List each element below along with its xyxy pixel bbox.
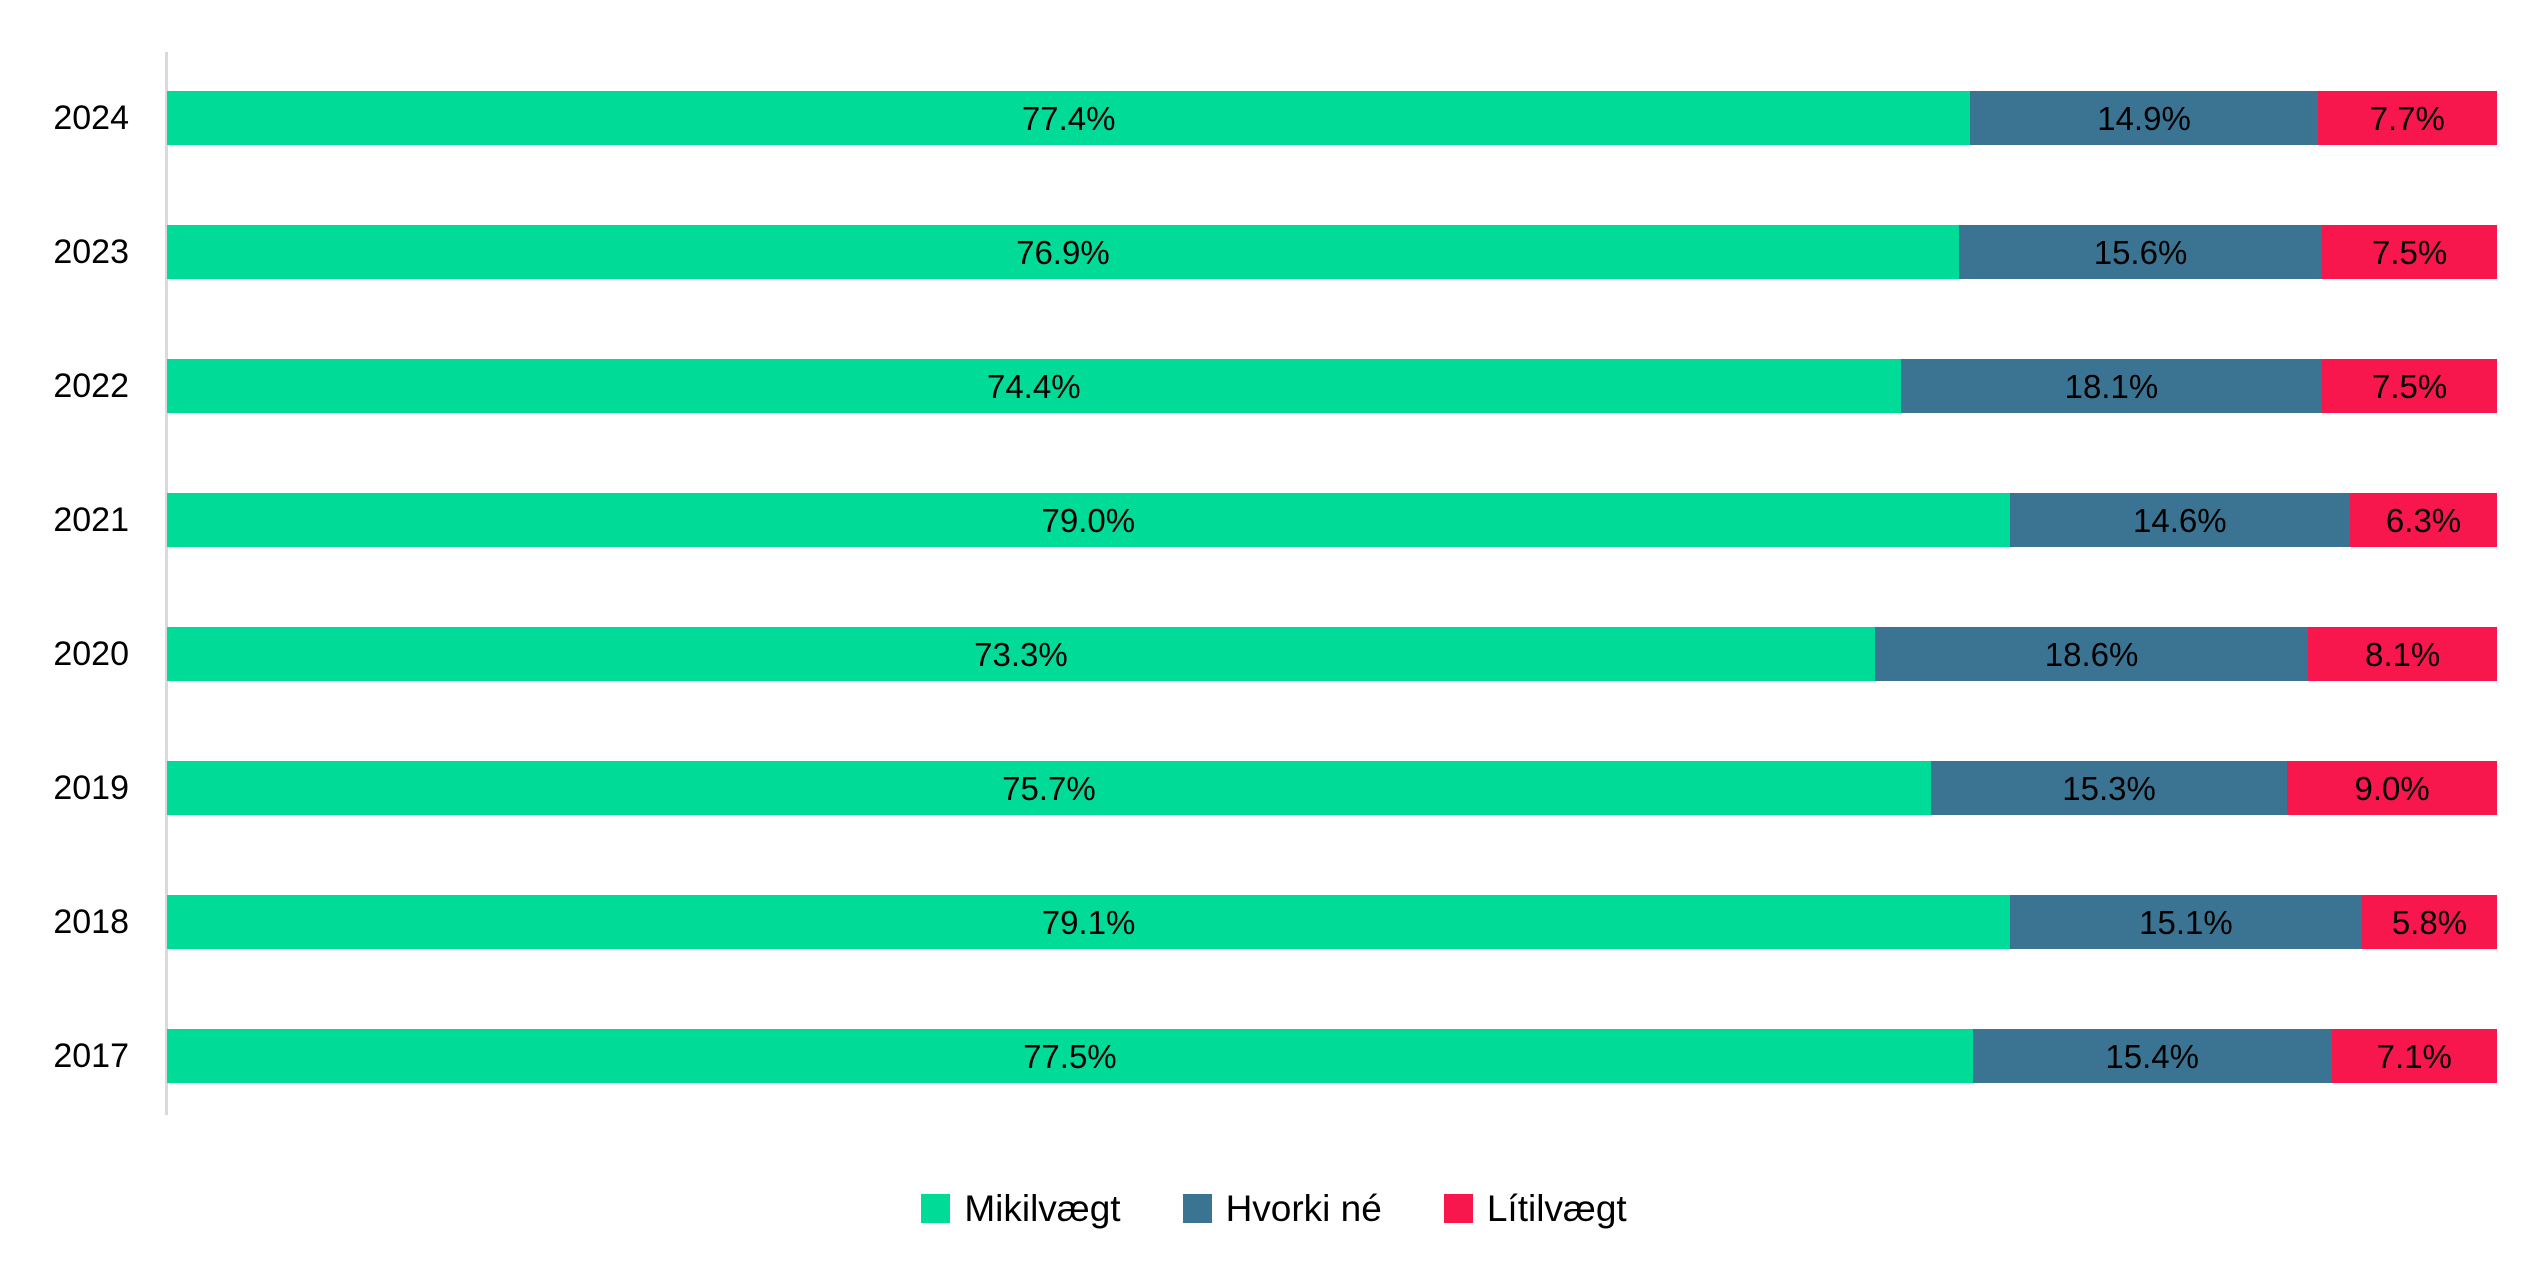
- year-label: 2019: [53, 769, 129, 807]
- bar-row: 2021 79.0% 14.6% 6.3%: [0, 453, 2497, 587]
- bar-segment-mikilvægt: 75.7%: [167, 761, 1931, 815]
- stacked-bar: 76.9% 15.6% 7.5%: [167, 225, 2497, 279]
- bar-segment-hvorki-né: 15.3%: [1930, 761, 2288, 815]
- stacked-bar: 79.1% 15.1% 5.8%: [167, 895, 2497, 949]
- bar-segment-hvorki-né: 18.1%: [1900, 359, 2323, 413]
- bar-segment-mikilvægt: 76.9%: [167, 225, 1959, 279]
- segment-value-label: 7.5%: [2372, 367, 2448, 405]
- segment-value-label: 77.5%: [1023, 1037, 1117, 1075]
- year-label: 2021: [53, 501, 129, 539]
- segment-value-label: 18.6%: [2044, 635, 2139, 673]
- segment-value-label: 74.4%: [986, 367, 1081, 405]
- legend-item: Mikilvægt: [921, 1187, 1121, 1229]
- bar-segment-hvorki-né: 15.1%: [2010, 895, 2362, 949]
- bar-segment-mikilvægt: 74.4%: [167, 359, 1901, 413]
- year-label: 2018: [53, 903, 129, 941]
- segment-value-label: 77.4%: [1021, 99, 1116, 137]
- segment-value-label: 15.6%: [2093, 233, 2188, 271]
- segment-value-label: 7.1%: [2376, 1037, 2452, 1075]
- legend-label: Mikilvægt: [964, 1187, 1121, 1229]
- bar-segment-hvorki-né: 14.9%: [1970, 91, 2318, 145]
- legend: Mikilvægt Hvorki né Lítilvægt: [0, 1182, 2548, 1234]
- year-label: 2023: [53, 233, 129, 271]
- y-axis-line: [165, 52, 168, 1115]
- year-label: 2024: [53, 99, 129, 137]
- legend-label: Hvorki né: [1225, 1187, 1382, 1229]
- bar-segment-lítilvægt: 5.8%: [2361, 895, 2497, 949]
- segment-value-label: 79.0%: [1041, 501, 1136, 539]
- bar-segment-lítilvægt: 7.5%: [2322, 359, 2497, 413]
- legend-swatch-icon: [1443, 1193, 1473, 1223]
- bar-segment-lítilvægt: 7.1%: [2331, 1029, 2497, 1083]
- bar-segment-hvorki-né: 18.6%: [1874, 627, 2309, 681]
- bar-row: 2018 79.1% 15.1% 5.8%: [0, 855, 2497, 989]
- bar-segment-mikilvægt: 77.5%: [167, 1029, 1973, 1083]
- bar-row: 2020 73.3% 18.6% 8.1%: [0, 587, 2497, 721]
- segment-value-label: 79.1%: [1041, 903, 1136, 941]
- segment-value-label: 75.7%: [1002, 769, 1096, 807]
- segment-value-label: 14.9%: [2097, 99, 2191, 137]
- segment-value-label: 8.1%: [2365, 635, 2441, 673]
- stacked-bar: 79.0% 14.6% 6.3%: [167, 493, 2497, 547]
- segment-value-label: 6.3%: [2385, 501, 2462, 539]
- legend-item: Lítilvægt: [1443, 1187, 1627, 1229]
- bar-segment-mikilvægt: 79.1%: [167, 895, 2011, 949]
- segment-value-label: 73.3%: [974, 635, 1068, 673]
- segment-value-label: 5.8%: [2391, 903, 2468, 941]
- bar-segment-lítilvægt: 6.3%: [2350, 493, 2497, 547]
- stacked-bar: 73.3% 18.6% 8.1%: [167, 627, 2497, 681]
- segment-value-label: 15.1%: [2139, 903, 2233, 941]
- bar-segment-mikilvægt: 79.0%: [167, 493, 2010, 547]
- segment-value-label: 15.3%: [2062, 769, 2156, 807]
- legend-label: Lítilvægt: [1486, 1187, 1627, 1229]
- stacked-bar: 75.7% 15.3% 9.0%: [167, 761, 2497, 815]
- bar-segment-hvorki-né: 15.4%: [1972, 1029, 2332, 1083]
- bar-row: 2017 77.5% 15.4% 7.1%: [0, 989, 2497, 1123]
- segment-value-label: 15.4%: [2105, 1037, 2199, 1075]
- segment-value-label: 7.7%: [2369, 99, 2445, 137]
- legend-item: Hvorki né: [1182, 1187, 1382, 1229]
- bar-segment-hvorki-né: 14.6%: [2009, 493, 2351, 547]
- bar-row: 2019 75.7% 15.3% 9.0%: [0, 721, 2497, 855]
- bar-row: 2023 76.9% 15.6% 7.5%: [0, 185, 2497, 319]
- segment-value-label: 9.0%: [2354, 769, 2430, 807]
- stacked-bar: 77.5% 15.4% 7.1%: [167, 1029, 2497, 1083]
- stacked-bar: 77.4% 14.9% 7.7%: [167, 91, 2497, 145]
- bar-segment-lítilvægt: 7.7%: [2317, 91, 2497, 145]
- legend-swatch-icon: [1182, 1193, 1212, 1223]
- segment-value-label: 14.6%: [2133, 501, 2227, 539]
- legend-swatch-icon: [921, 1193, 951, 1223]
- bar-segment-mikilvægt: 77.4%: [167, 91, 1971, 145]
- bar-segment-hvorki-né: 15.6%: [1958, 225, 2323, 279]
- bar-row: 2022 74.4% 18.1% 7.5%: [0, 319, 2497, 453]
- bar-segment-lítilvægt: 8.1%: [2308, 627, 2497, 681]
- bar-segment-lítilvægt: 9.0%: [2287, 761, 2497, 815]
- plot-area: 2024 77.4% 14.9% 7.7% 2023 76.9% 15.6% 7…: [0, 51, 2497, 1123]
- year-label: 2017: [53, 1037, 129, 1075]
- year-label: 2020: [53, 635, 129, 673]
- stacked-bar: 74.4% 18.1% 7.5%: [167, 359, 2497, 413]
- bar-segment-lítilvægt: 7.5%: [2322, 225, 2497, 279]
- bar-row: 2024 77.4% 14.9% 7.7%: [0, 51, 2497, 185]
- year-label: 2022: [53, 367, 129, 405]
- segment-value-label: 76.9%: [1016, 233, 1110, 271]
- segment-value-label: 7.5%: [2372, 233, 2448, 271]
- segment-value-label: 18.1%: [2064, 367, 2159, 405]
- bar-segment-mikilvægt: 73.3%: [167, 627, 1875, 681]
